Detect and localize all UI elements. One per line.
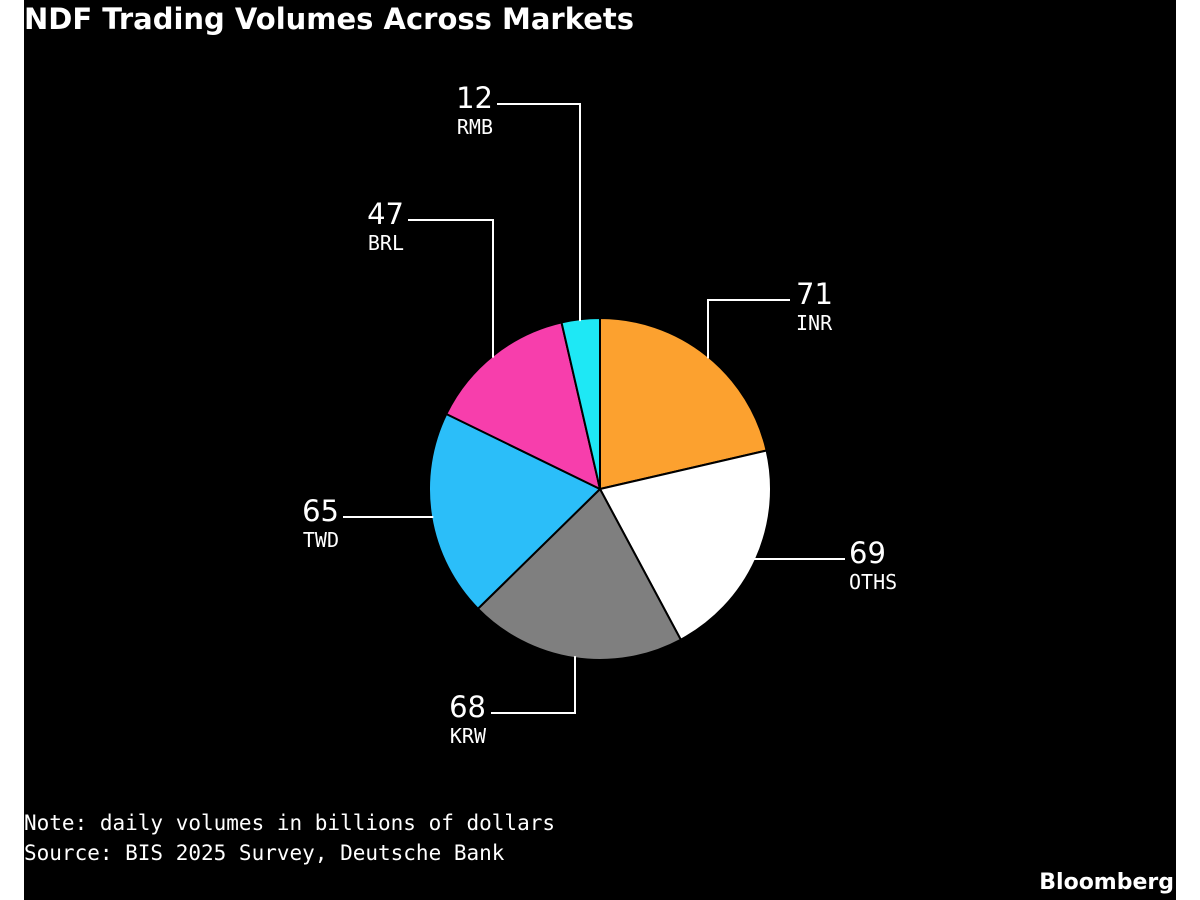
chart-title: NDF Trading Volumes Across Markets <box>24 2 635 36</box>
pie-slice-inr <box>599 316 768 491</box>
data-label-category-brl: BRL <box>368 231 404 255</box>
leader-line-krw <box>491 656 576 714</box>
data-label-value-oths: 69 <box>849 536 886 570</box>
data-label-value-krw: 68 <box>449 690 486 724</box>
data-label-value-brl: 47 <box>367 197 404 231</box>
data-label-category-twd: TWD <box>303 528 339 552</box>
data-label-category-rmb: RMB <box>457 115 493 139</box>
data-label-value-rmb: 12 <box>456 81 493 115</box>
bloomberg-logo: Bloomberg <box>1039 870 1174 895</box>
leader-line-rmb <box>497 103 581 322</box>
data-label-value-inr: 71 <box>796 277 833 311</box>
leader-line-inr <box>707 299 790 359</box>
data-label-category-oths: OTHS <box>849 570 897 594</box>
leader-line-brl <box>408 219 494 358</box>
data-label-value-twd: 65 <box>302 494 339 528</box>
data-label-category-krw: KRW <box>450 724 487 748</box>
chart-note: Note: daily volumes in billions of dolla… <box>24 811 556 835</box>
chart-source: Source: BIS 2025 Survey, Deutsche Bank <box>24 841 505 865</box>
data-label-category-inr: INR <box>796 311 833 335</box>
